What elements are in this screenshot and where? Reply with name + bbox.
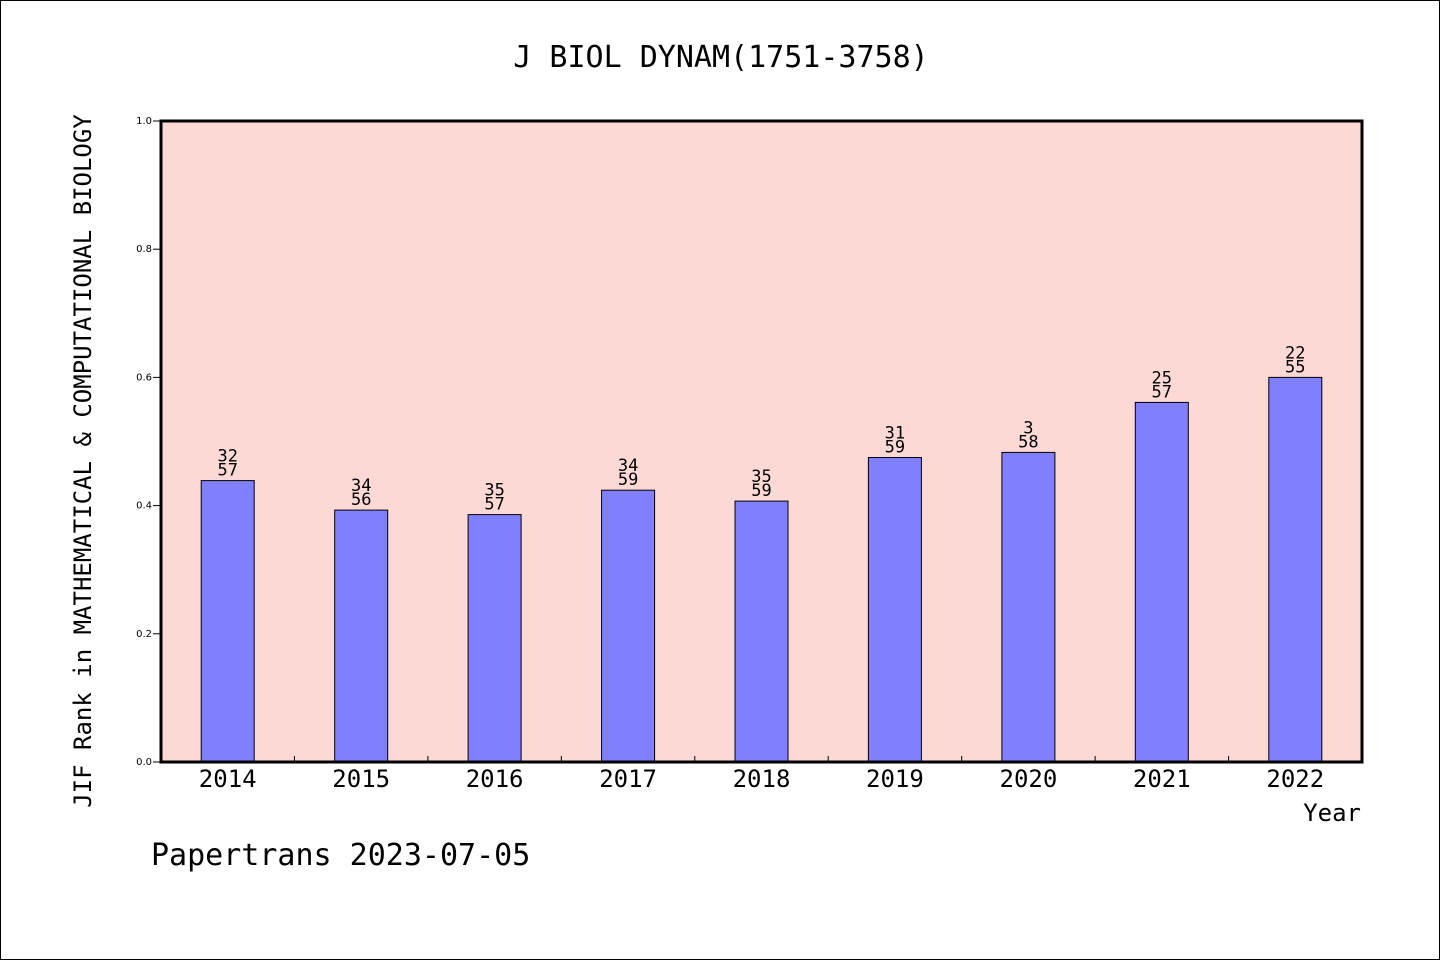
x-tick-label: 2015 (332, 765, 390, 793)
x-axis-label: Year (1303, 799, 1361, 827)
bar-rank-label: 34 (351, 476, 371, 496)
bar-total-label: 58 (1018, 432, 1038, 452)
bar-2020 (1001, 451, 1056, 763)
y-tick-label: 0.0 (136, 757, 152, 768)
footer-text: Papertrans 2023-07-05 (151, 838, 530, 873)
x-tick-label: 2016 (466, 765, 524, 793)
bar-total-label: 55 (1285, 357, 1305, 377)
bar-total-label: 59 (751, 481, 771, 501)
x-tick-label: 2019 (866, 765, 924, 793)
bar-2014 (200, 480, 255, 763)
x-tick-label: 2022 (1266, 765, 1324, 793)
bar-rank-label: 35 (751, 467, 771, 487)
x-tick-label: 2014 (199, 765, 257, 793)
y-tick-label: 0.8 (136, 244, 152, 255)
bar-2019 (867, 457, 922, 763)
bar-total-label: 59 (885, 438, 905, 458)
y-tick-label: 0.2 (136, 629, 152, 640)
y-axis: 0.0 0.2 0.4 0.6 0.8 1.0 (136, 116, 161, 768)
bars-group (200, 376, 1323, 763)
plot-border (159, 119, 1364, 764)
y-tick-label: 1.0 (136, 116, 152, 127)
bar-rank-label: 32 (217, 447, 237, 467)
bar-rank-label: 31 (885, 424, 905, 444)
y-tick-label: 0.6 (136, 372, 152, 383)
x-tick-label: 2018 (733, 765, 791, 793)
bar-total-label: 56 (351, 490, 371, 510)
x-tick-label: 2017 (599, 765, 657, 793)
bar-2022 (1268, 376, 1323, 763)
y-tick-label: 0.4 (136, 501, 152, 512)
x-tick-label: 2021 (1133, 765, 1191, 793)
bar-rank-label: 25 (1152, 368, 1172, 388)
bar-2018 (734, 500, 789, 763)
x-axis: 2014 2015 2016 2017 2018 2019 2020 2021 2022 (199, 756, 1324, 793)
chart-title: J BIOL DYNAM(1751-3758) (513, 40, 928, 75)
bar-total-label: 57 (484, 495, 504, 515)
bar-2021 (1134, 401, 1189, 763)
bar-2016 (467, 514, 522, 763)
bar-rank-label: 35 (484, 481, 504, 501)
bar-total-label: 57 (1152, 382, 1172, 402)
bar-rank-label: 3 (1023, 418, 1033, 438)
y-axis-label: JIF Rank in MATHEMATICAL & COMPUTATIONAL… (69, 114, 97, 808)
bar-2015 (334, 509, 389, 763)
bar-total-label: 57 (217, 461, 237, 481)
bar-rank-label: 34 (618, 456, 638, 476)
bar-2017 (601, 489, 656, 763)
bar-total-label: 59 (618, 470, 638, 490)
x-tick-label: 2020 (1000, 765, 1058, 793)
bar-rank-label: 22 (1285, 343, 1305, 363)
